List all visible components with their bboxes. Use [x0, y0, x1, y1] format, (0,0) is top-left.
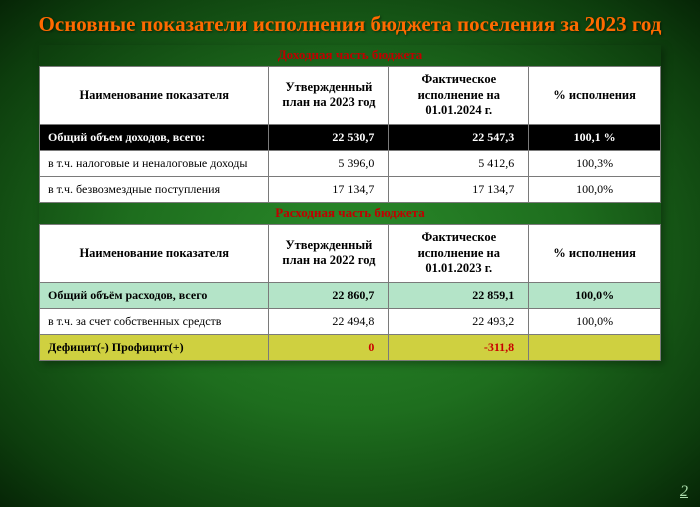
expense-row: в т.ч. за счет собственных средств 22 49… [40, 308, 661, 334]
deficit-plan: 0 [269, 334, 389, 360]
expense-row-label: в т.ч. за счет собственных средств [40, 308, 269, 334]
expense-row-fact: 22 493,2 [389, 308, 529, 334]
income-header-row: Наименование показателя Утвержденный пла… [40, 67, 661, 125]
income-row-label: в т.ч. налоговые и неналоговые доходы [40, 150, 269, 176]
income-row-plan: 5 396,0 [269, 150, 389, 176]
expense-header-pct: % исполнения [529, 224, 661, 282]
tables-container: Доходная часть бюджета Наименование пока… [39, 45, 661, 361]
income-total-fact: 22 547,3 [389, 124, 529, 150]
expense-total-row: Общий объём расходов, всего 22 860,7 22 … [40, 282, 661, 308]
income-row-pct: 100,0% [529, 176, 661, 202]
income-section-label: Доходная часть бюджета [39, 45, 661, 66]
expense-header-plan: Утвержденный план на 2022 год [269, 224, 389, 282]
expense-table: Наименование показателя Утвержденный пла… [39, 224, 661, 361]
deficit-label: Дефицит(-) Профицит(+) [40, 334, 269, 360]
deficit-row: Дефицит(-) Профицит(+) 0 -311,8 [40, 334, 661, 360]
income-row-plan: 17 134,7 [269, 176, 389, 202]
income-header-fact: Фактическое исполнение на 01.01.2024 г. [389, 67, 529, 125]
expense-total-label: Общий объём расходов, всего [40, 282, 269, 308]
income-row: в т.ч. налоговые и неналоговые доходы 5 … [40, 150, 661, 176]
page-number: 2 [680, 483, 688, 501]
income-header-plan: Утвержденный план на 2023 год [269, 67, 389, 125]
income-table: Наименование показателя Утвержденный пла… [39, 66, 661, 203]
expense-header-name: Наименование показателя [40, 224, 269, 282]
expense-total-plan: 22 860,7 [269, 282, 389, 308]
income-total-plan: 22 530,7 [269, 124, 389, 150]
income-row-label: в т.ч. безвозмездные поступления [40, 176, 269, 202]
deficit-pct [529, 334, 661, 360]
income-header-pct: % исполнения [529, 67, 661, 125]
income-total-row: Общий объем доходов, всего: 22 530,7 22 … [40, 124, 661, 150]
income-row-fact: 17 134,7 [389, 176, 529, 202]
expense-row-plan: 22 494,8 [269, 308, 389, 334]
expense-section-label: Расходная часть бюджета [39, 203, 661, 224]
income-row-pct: 100,3% [529, 150, 661, 176]
income-total-label: Общий объем доходов, всего: [40, 124, 269, 150]
income-row-fact: 5 412,6 [389, 150, 529, 176]
expense-row-pct: 100,0% [529, 308, 661, 334]
expense-header-fact: Фактическое исполнение на 01.01.2023 г. [389, 224, 529, 282]
income-row: в т.ч. безвозмездные поступления 17 134,… [40, 176, 661, 202]
expense-total-pct: 100,0% [529, 282, 661, 308]
slide-title: Основные показатели исполнения бюджета п… [0, 0, 700, 45]
income-header-name: Наименование показателя [40, 67, 269, 125]
income-total-pct: 100,1 % [529, 124, 661, 150]
expense-header-row: Наименование показателя Утвержденный пла… [40, 224, 661, 282]
deficit-fact: -311,8 [389, 334, 529, 360]
expense-total-fact: 22 859,1 [389, 282, 529, 308]
